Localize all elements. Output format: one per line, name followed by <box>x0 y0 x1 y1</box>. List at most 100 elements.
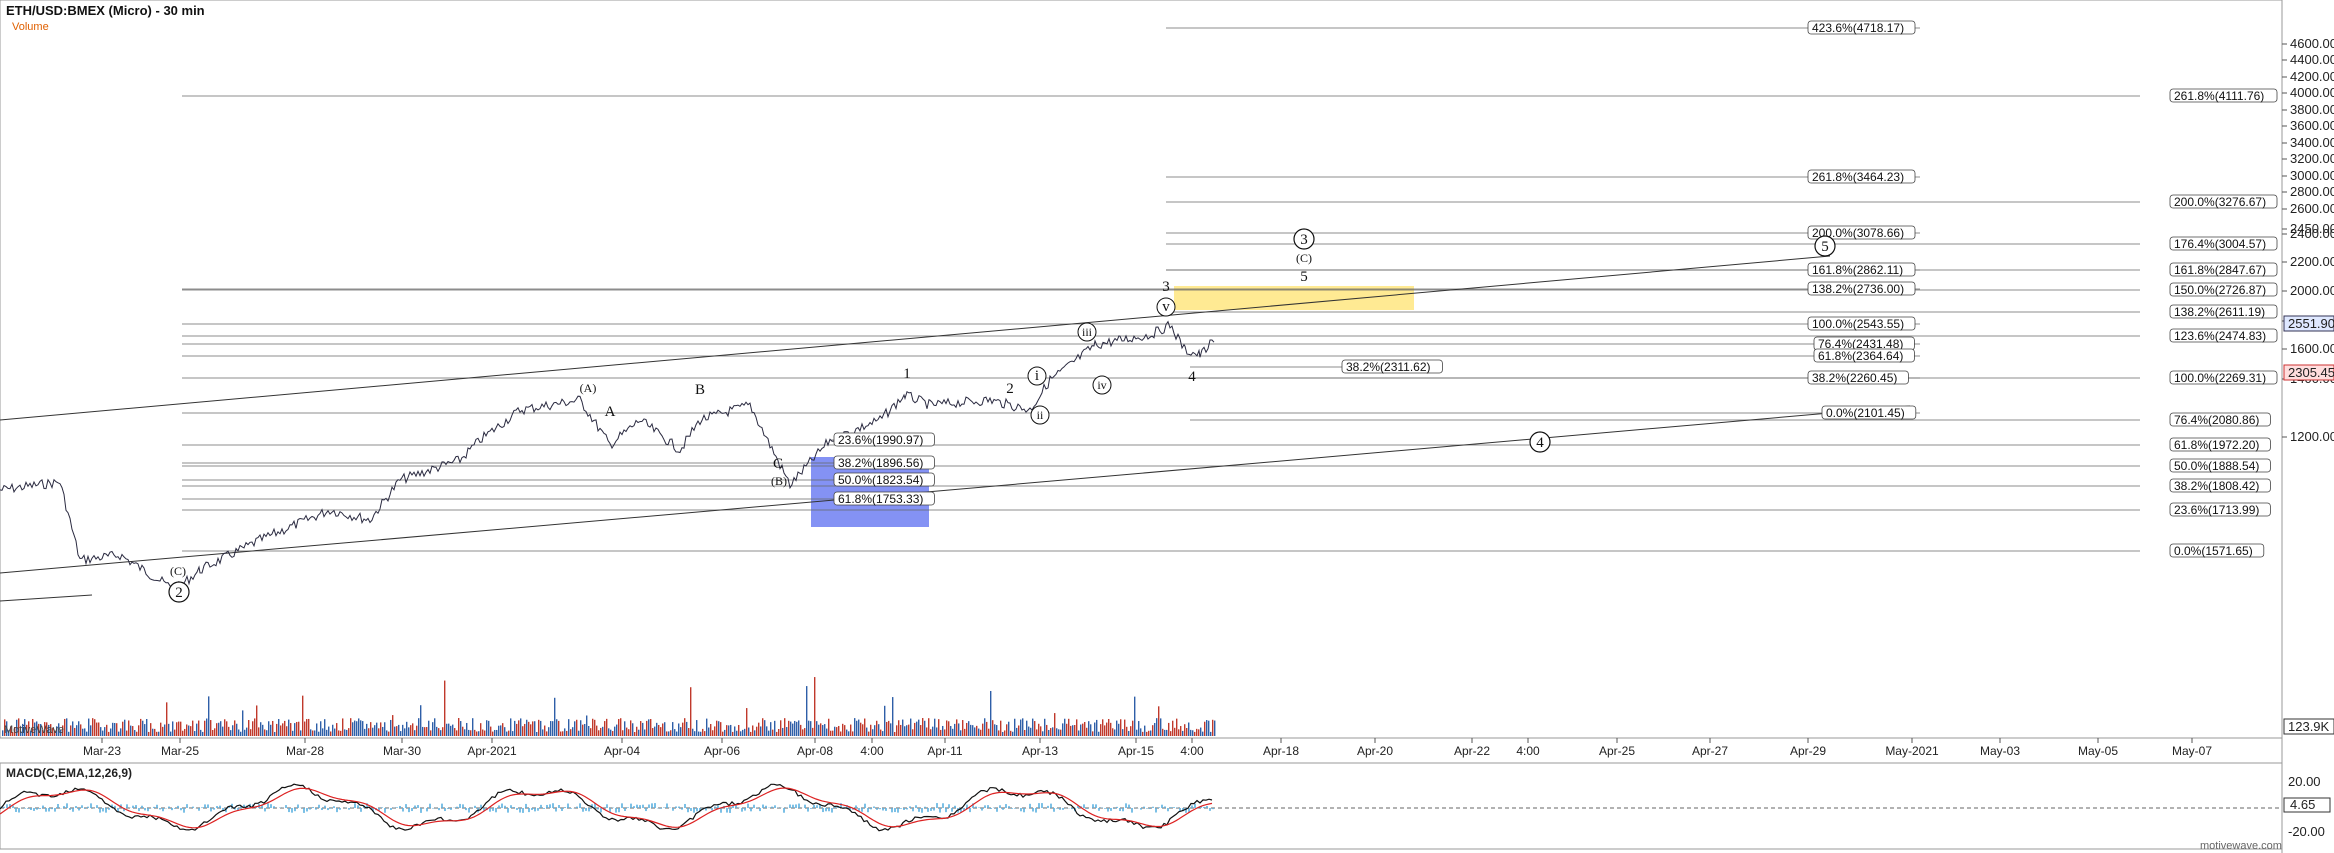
wave-label: (C) <box>170 564 186 578</box>
wave-label: C <box>773 456 783 472</box>
fib-label: 23.6%(1990.97) <box>838 433 923 447</box>
fib-label-box <box>1807 370 1909 385</box>
price-tick-label: 3200.00 <box>2290 151 2334 166</box>
time-tick-label: Mar-28 <box>286 744 324 758</box>
price-tick-label: 1200.00 <box>2290 429 2334 444</box>
fib-label: 100.0%(2543.55) <box>1812 317 1904 331</box>
price-tick-label: 2800.00 <box>2290 184 2334 199</box>
time-tick-label: Apr-20 <box>1357 744 1393 758</box>
macd-panel <box>0 762 2283 850</box>
fib-label-box <box>2169 370 2278 385</box>
chart-title: ETH/USD:BMEX (Micro) - 30 min <box>6 3 205 18</box>
time-tick-label: Apr-13 <box>1022 744 1058 758</box>
price-tick-label: 3600.00 <box>2290 118 2334 133</box>
fib-label-box <box>1807 225 1916 240</box>
time-tick-label: Apr-2021 <box>467 744 517 758</box>
fib-label: 50.0%(1823.54) <box>838 473 923 487</box>
fib-label-box <box>2169 437 2271 452</box>
wave-label: ii <box>1037 408 1044 422</box>
macd-title: MACD(C,EMA,12,26,9) <box>6 766 132 780</box>
wave-label-circled: 4 <box>1536 435 1544 451</box>
time-tick-label: Apr-25 <box>1599 744 1635 758</box>
price-tick-label: 3800.00 <box>2290 102 2334 117</box>
volume-bars <box>2 677 1216 736</box>
wave-label: A <box>605 404 616 420</box>
target-zone-yellow <box>1174 286 1414 310</box>
prev-price-value: 2305.45 <box>2288 365 2334 380</box>
short-line <box>0 594 93 602</box>
price-tick-label: 2000.00 <box>2290 283 2334 298</box>
volume-value-box <box>2283 718 2334 735</box>
time-tick-label: May-03 <box>1980 744 2020 758</box>
price-tick-label: 1600.00 <box>2290 341 2334 356</box>
time-tick-label: Apr-06 <box>704 744 740 758</box>
price-tick-label: 3400.00 <box>2290 135 2334 150</box>
wave-label: i <box>1035 368 1039 384</box>
lower-trendline <box>0 405 1911 574</box>
price-tick-label: 3000.00 <box>2290 168 2334 183</box>
price-tick-label: 4000.00 <box>2290 85 2334 100</box>
time-tick-label: Apr-22 <box>1454 744 1490 758</box>
fib-label: 161.8%(2862.11) <box>1812 263 1903 277</box>
fib-label-box <box>1341 359 1443 374</box>
price-tick-label: 4200.00 <box>2290 69 2334 84</box>
fib-label-box <box>1807 20 1916 35</box>
fib-label-box <box>833 472 935 487</box>
time-tick-label: May-07 <box>2172 744 2212 758</box>
time-tick-label: Mar-25 <box>161 744 199 758</box>
fib-label-box <box>2169 88 2278 103</box>
upper-trendline <box>0 255 1831 421</box>
fib-label: 0.0%(2101.45) <box>1826 406 1905 420</box>
time-tick-label: Apr-29 <box>1790 744 1826 758</box>
price-tick-label: 4600.00 <box>2290 36 2334 51</box>
wave-label: v <box>1162 299 1170 315</box>
fib-label-box <box>2169 262 2278 277</box>
watermark: motivewave.com <box>2200 840 2282 852</box>
watermark-small: MotiveWave <box>4 724 64 736</box>
macd-current-box <box>2283 797 2331 813</box>
fib-label-box <box>1807 262 1916 277</box>
time-tick-label: Apr-27 <box>1692 744 1728 758</box>
macd-axis-bottom: -20.00 <box>2288 824 2325 839</box>
wave-label-circled: 2 <box>175 585 183 601</box>
fib-label: 38.2%(1896.56) <box>838 456 923 470</box>
time-tick-label: May-05 <box>2078 744 2118 758</box>
fib-label: 38.2%(2311.62) <box>1346 360 1431 374</box>
fib-lines <box>182 27 2140 552</box>
fib-label: 138.2%(2611.19) <box>2174 305 2265 319</box>
fib-label-box <box>1807 169 1916 184</box>
current-price-flag <box>2283 315 2334 332</box>
fib-label: 38.2%(2260.45) <box>1812 371 1897 385</box>
fib-label: 176.4%(3004.57) <box>2174 237 2266 251</box>
wave-label: iii <box>1082 325 1093 339</box>
time-tick-label: May-2021 <box>1885 744 1939 758</box>
fib-label-box <box>2169 478 2271 493</box>
fib-label-box <box>2169 502 2271 517</box>
wave-label: 1 <box>903 366 911 382</box>
wave-label-circled: 3 <box>1300 232 1308 248</box>
price-tick-label: 4400.00 <box>2290 52 2334 67</box>
macd-axis-top: 20.00 <box>2288 774 2321 789</box>
time-tick-label: 4:00 <box>1180 744 1204 758</box>
time-tick-label: Apr-04 <box>604 744 640 758</box>
fib-label: 261.8%(4111.76) <box>2174 89 2264 103</box>
time-tick-label: Apr-18 <box>1263 744 1299 758</box>
fib-label: 76.4%(2431.48) <box>1818 337 1903 351</box>
fib-label-box <box>2169 543 2265 558</box>
wave-label: iv <box>1097 378 1106 392</box>
fib-label: 138.2%(2736.00) <box>1812 282 1904 296</box>
fib-label: 38.2%(1808.42) <box>2174 479 2259 493</box>
wave-label: 5 <box>1300 269 1308 285</box>
fib-label-box <box>1813 348 1915 363</box>
volume-label: Volume <box>12 21 49 33</box>
wave-label: 4 <box>1188 369 1196 385</box>
price-panel <box>0 0 2283 739</box>
fib-label-box <box>2169 236 2278 251</box>
fib-label-box <box>1807 281 1916 296</box>
fib-label: 61.8%(1753.33) <box>838 492 923 506</box>
fib-label: 150.0%(2726.87) <box>2174 283 2266 297</box>
prev-price-flag <box>2283 364 2334 381</box>
fib-label-box <box>1821 405 1917 420</box>
